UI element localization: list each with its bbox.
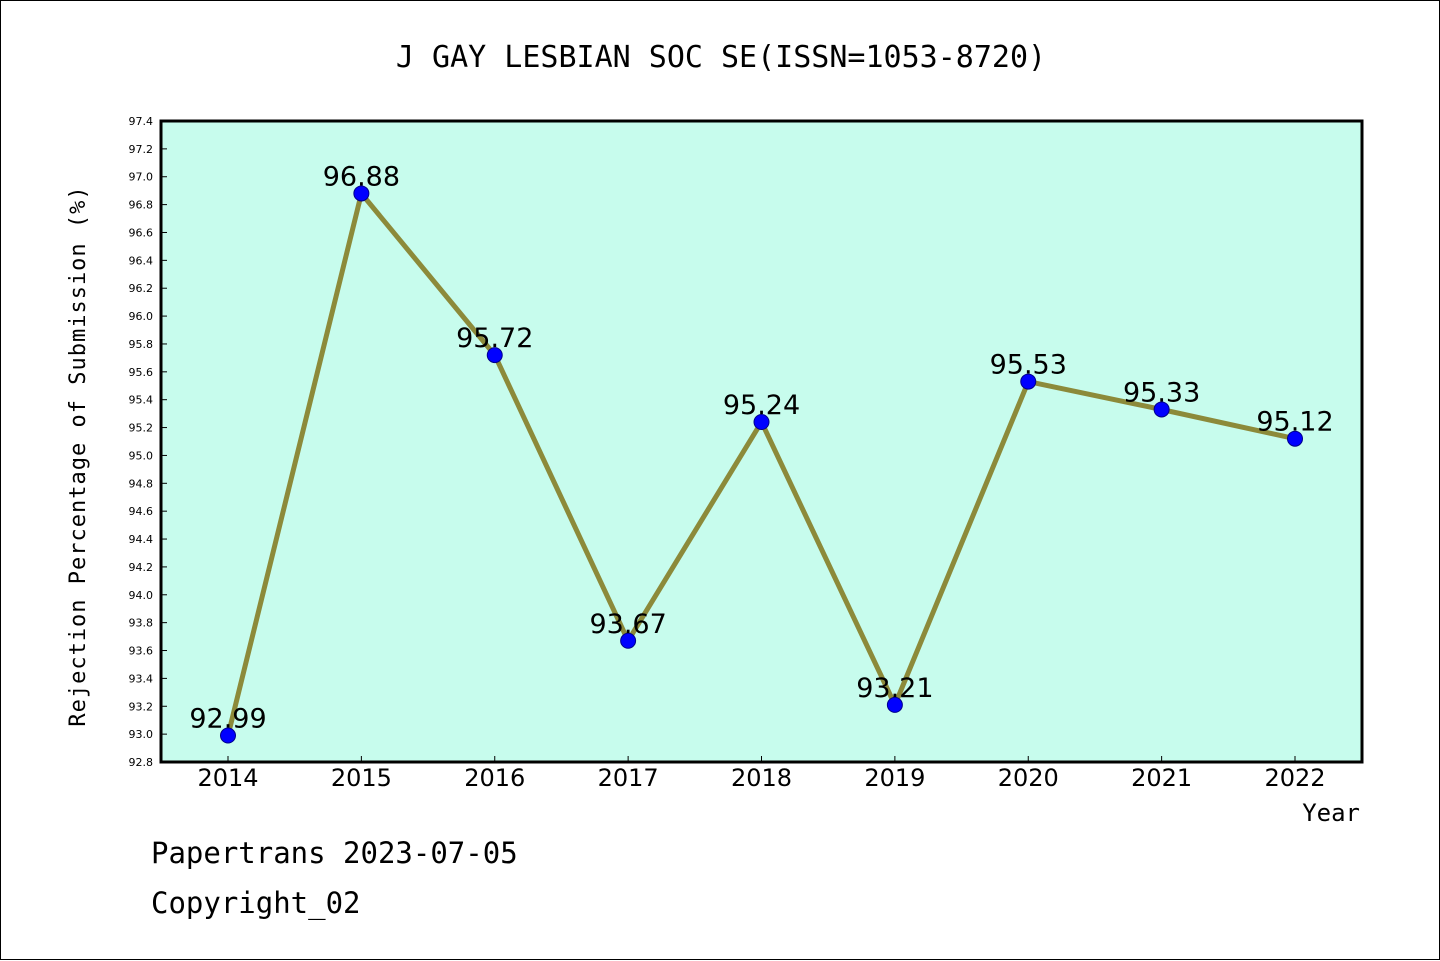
plot-area <box>161 121 1362 762</box>
footer-date-line: Papertrans 2023-07-05 <box>151 836 518 870</box>
y-tick-label: 96.6 <box>129 226 154 239</box>
y-tick-label: 95.6 <box>129 366 154 379</box>
y-tick-label: 97.0 <box>129 171 154 184</box>
y-tick-label: 94.2 <box>129 561 154 574</box>
y-tick-label: 94.8 <box>129 477 154 490</box>
x-tick-label: 2016 <box>464 764 525 792</box>
x-axis-label: Year <box>1302 799 1360 827</box>
data-point <box>353 185 370 202</box>
data-point <box>1020 373 1037 390</box>
y-tick-label: 93.0 <box>129 728 154 741</box>
y-axis-label: Rejection Percentage of Submission (%) <box>66 185 91 726</box>
x-tick-label: 2018 <box>731 764 792 792</box>
y-tick-label: 96.2 <box>129 282 154 295</box>
x-tick-label: 2017 <box>598 764 659 792</box>
x-tick-label: 2015 <box>331 764 392 792</box>
y-tick-label: 96.4 <box>129 254 154 267</box>
y-tick-label: 93.4 <box>129 672 154 685</box>
data-label: 95.72 <box>456 323 533 354</box>
y-tick-label: 94.0 <box>129 589 154 602</box>
x-tick-label: 2020 <box>998 764 1059 792</box>
y-tick-label: 95.0 <box>129 449 154 462</box>
data-point <box>1153 401 1170 418</box>
data-label: 93.67 <box>589 609 666 640</box>
data-label: 95.53 <box>990 350 1067 381</box>
y-tick-label: 95.8 <box>129 338 154 351</box>
y-tick-label: 93.8 <box>129 617 154 630</box>
x-tick-label: 2021 <box>1131 764 1192 792</box>
x-tick-label: 2022 <box>1264 764 1325 792</box>
y-tick-label: 95.4 <box>129 394 154 407</box>
y-tick-label: 93.6 <box>129 645 154 658</box>
y-tick-label: 94.4 <box>129 533 154 546</box>
y-tick-label: 97.2 <box>129 143 154 156</box>
x-tick-label: 2019 <box>864 764 925 792</box>
data-point <box>1287 430 1303 447</box>
chart-title: J GAY LESBIAN SOC SE(ISSN=1053-8720) <box>396 40 1046 75</box>
data-label: 95.33 <box>1123 377 1200 408</box>
footer-copyright-line: Copyright_02 <box>151 886 361 920</box>
data-label: 96.88 <box>323 161 400 192</box>
data-label: 93.21 <box>856 673 933 704</box>
y-tick-label: 93.2 <box>129 700 154 713</box>
data-label: 92.99 <box>189 704 266 735</box>
data-label: 95.24 <box>723 390 800 421</box>
plot-frame <box>159 119 1364 764</box>
axis-ticks: 92.8 93.0 93.2 93.4 93.6 93.8 94.0 94.2 94.4 94.6… <box>129 115 1326 792</box>
y-tick-label: 95.2 <box>129 422 154 435</box>
data-point <box>220 727 236 744</box>
y-tick-label: 96.8 <box>129 199 154 212</box>
series-layer: 92.99 96.88 95.72 93.67 95.24 93.21 95.53 95.33… <box>189 161 1334 744</box>
data-label: 95.12 <box>1256 407 1333 438</box>
y-tick-label: 92.8 <box>129 756 154 769</box>
data-point <box>753 413 770 430</box>
data-point <box>620 632 637 649</box>
y-tick-label: 94.6 <box>129 505 154 518</box>
y-tick-label: 96.0 <box>129 310 154 323</box>
x-tick-label: 2014 <box>197 764 258 792</box>
data-point <box>486 347 503 364</box>
y-tick-label: 97.4 <box>129 115 154 128</box>
data-point <box>886 696 903 713</box>
